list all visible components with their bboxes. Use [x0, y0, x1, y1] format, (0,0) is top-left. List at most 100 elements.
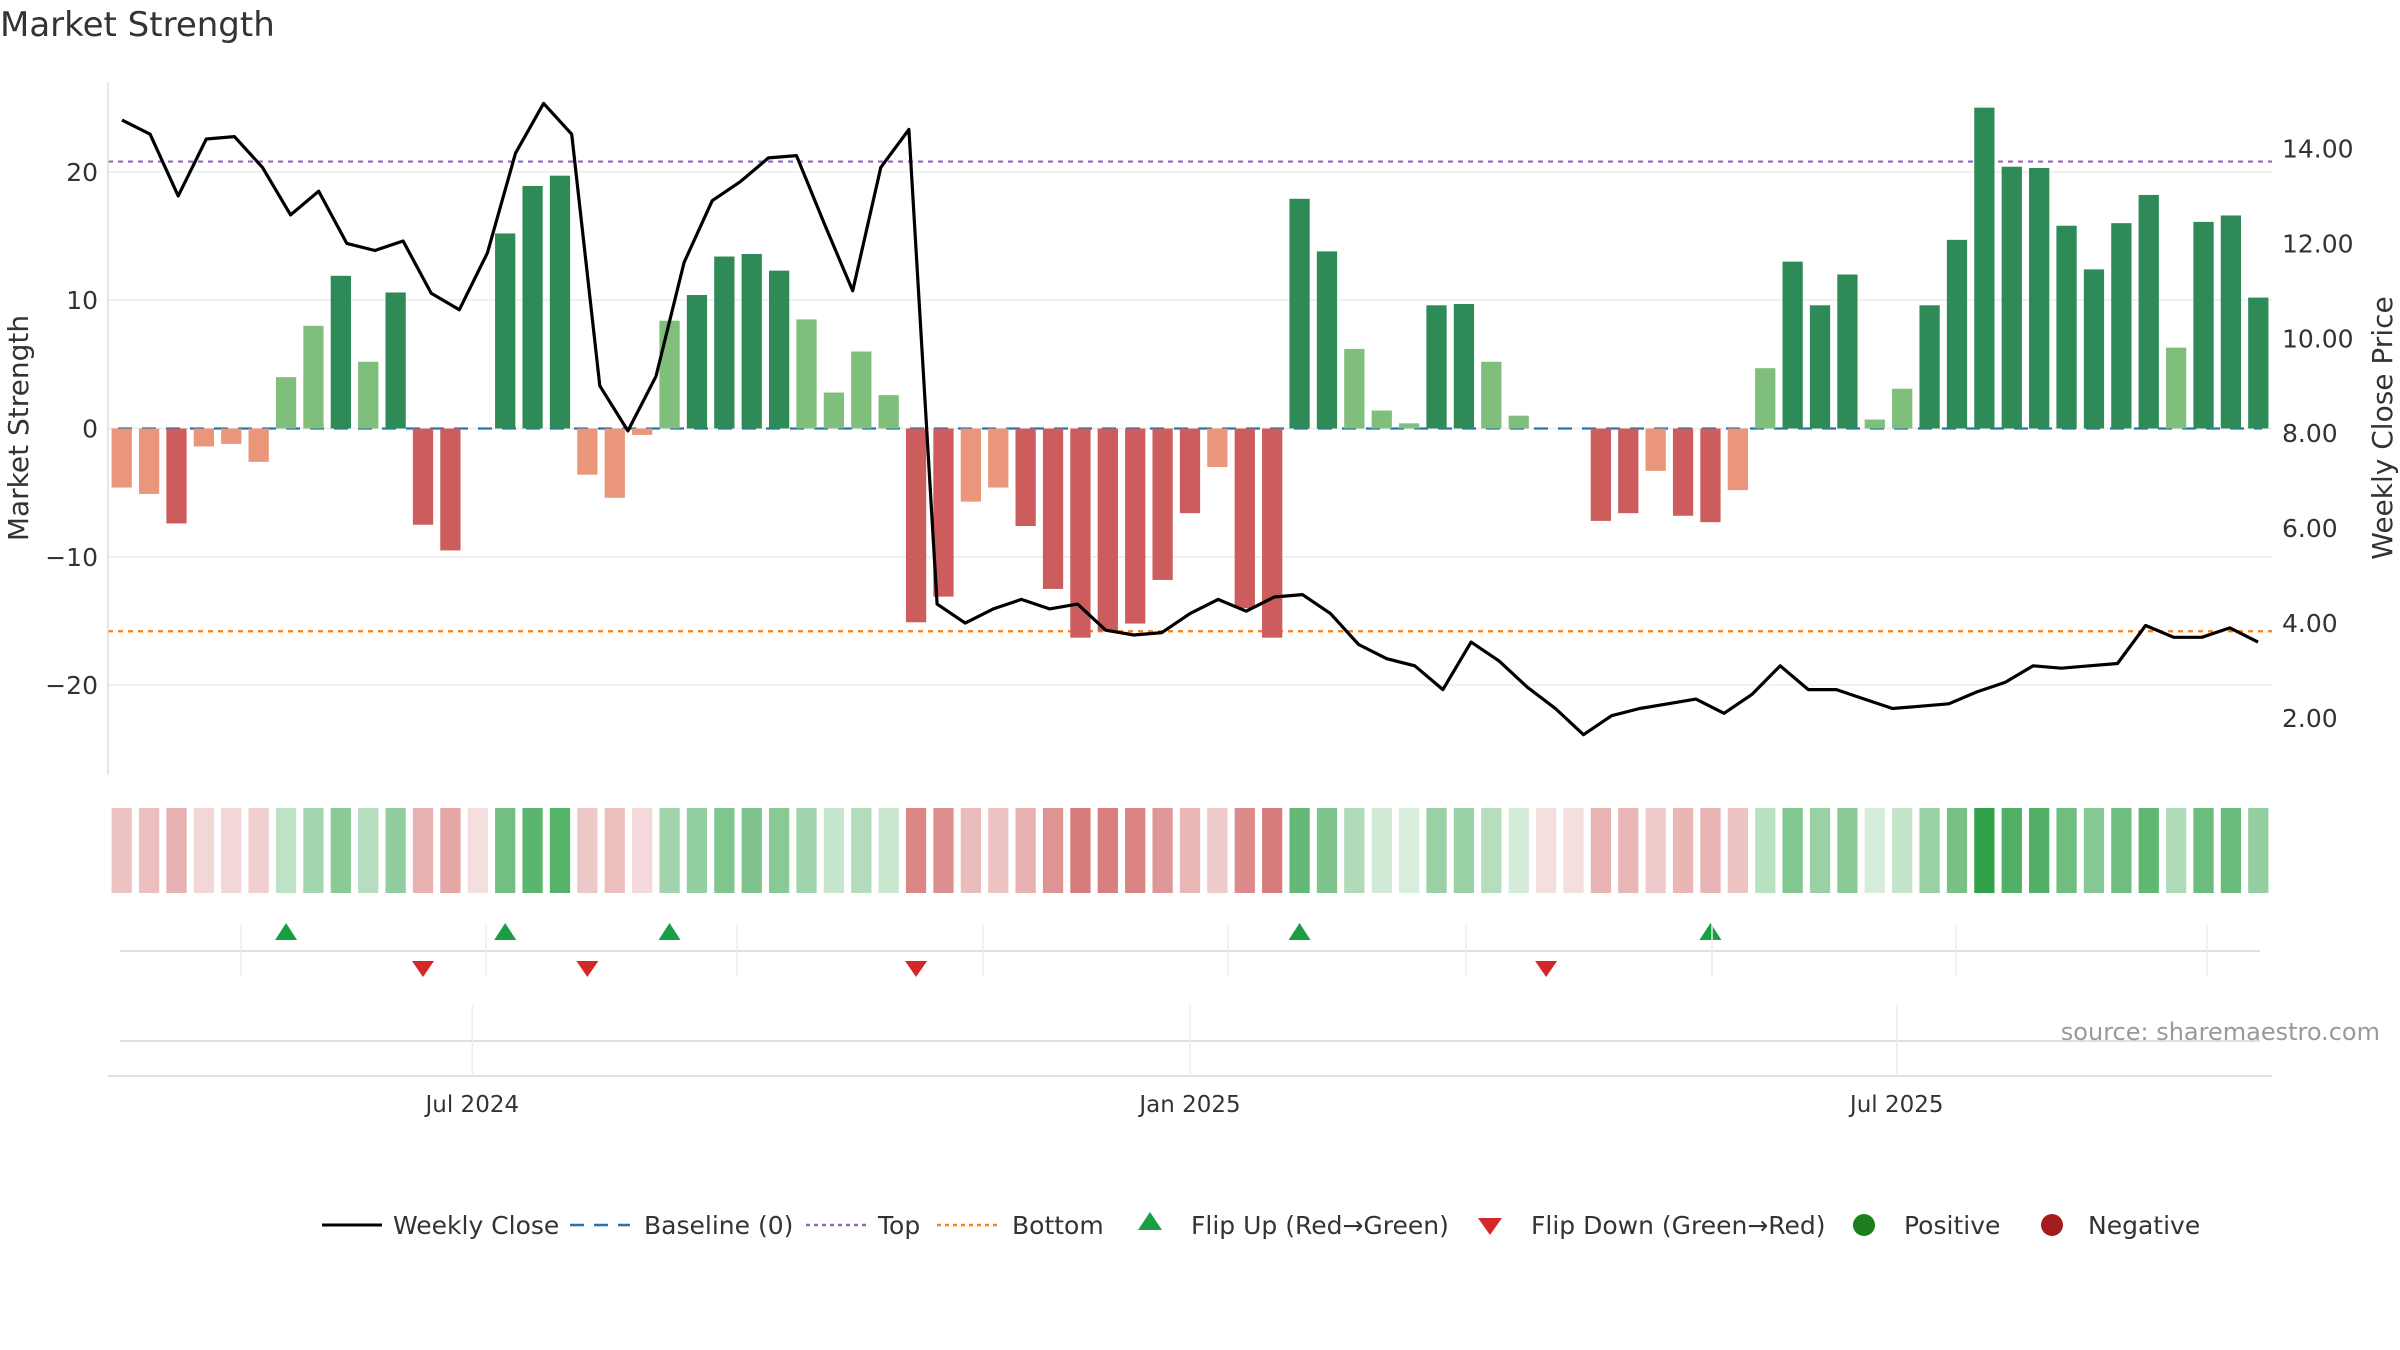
legend-item-negative: Negative — [2041, 1211, 2200, 1240]
triangle-down-icon — [1478, 1218, 1502, 1235]
heat-cell — [1618, 808, 1639, 893]
strength-bar — [1207, 428, 1228, 467]
strength-bar — [1946, 239, 1968, 429]
heat-cell — [632, 808, 653, 893]
heat-cell — [714, 808, 735, 893]
flip-down-marker — [1535, 961, 1558, 977]
strength-bar — [358, 361, 379, 429]
legend-label: Flip Up (Red→Green) — [1191, 1211, 1449, 1240]
strength-bar — [1399, 423, 1420, 429]
heat-cell — [1125, 808, 1146, 893]
heat-cell — [1892, 808, 1913, 893]
heat-cell — [1535, 808, 1557, 893]
strength-bar — [905, 428, 927, 623]
flip-up-marker — [494, 923, 517, 940]
circle-green-icon — [1853, 1214, 1875, 1236]
strength-bar — [1262, 428, 1283, 638]
circle-red-icon — [2041, 1214, 2063, 1236]
heat-cell — [522, 808, 543, 893]
triangle-up-icon — [1138, 1212, 1162, 1230]
strength-bar — [1015, 428, 1036, 527]
strength-bar — [1344, 348, 1365, 429]
heat-cell — [905, 808, 927, 893]
strength-bar — [1892, 388, 1913, 429]
flip-up-marker — [275, 923, 298, 940]
strength-bar — [1070, 428, 1091, 638]
strength-bar — [933, 428, 954, 597]
strength-bar — [988, 428, 1009, 488]
legend-item-flip-down: Flip Down (Green→Red) — [1478, 1211, 1826, 1240]
heat-cell — [1152, 808, 1173, 893]
legend-item-weekly-close: Weekly Close — [322, 1211, 559, 1240]
heat-cell — [440, 808, 461, 893]
strength-bar — [495, 233, 516, 429]
flip-markers — [120, 923, 2260, 977]
heat-cell — [221, 808, 242, 893]
heat-cell — [1289, 808, 1310, 893]
heat-cell — [1070, 808, 1091, 893]
heat-cell — [1864, 808, 1885, 893]
x-tick-label: Jul 2025 — [1848, 1092, 1944, 1118]
heat-cell — [495, 808, 516, 893]
strength-bar — [796, 319, 817, 429]
heat-cell — [1974, 808, 1995, 893]
heat-cell — [988, 808, 1009, 893]
strength-bar — [2056, 225, 2077, 429]
strength-bar — [1782, 261, 1803, 429]
heat-cell — [385, 808, 406, 893]
legend-item-top: Top — [806, 1211, 920, 1240]
heat-cell — [1782, 808, 1803, 893]
legend-label: Positive — [1904, 1211, 2000, 1240]
axes: 20 10 0 −10 −20 14.00 12.00 10.00 8.00 6.00 4.00 2.… — [45, 82, 2354, 775]
heat-cell — [303, 808, 324, 893]
heat-cell — [1563, 808, 1584, 893]
strength-bar — [768, 270, 790, 429]
heat-cell — [1755, 808, 1776, 893]
strength-bar — [659, 320, 680, 429]
strength-bar — [686, 295, 708, 429]
y-left-tick-label: 0 — [82, 415, 98, 444]
y-axis-right-title: Weekly Close Price — [2366, 296, 2399, 559]
heat-cell — [659, 808, 680, 893]
source-credit: source: sharemaestro.com — [2061, 1018, 2380, 1046]
heat-cell — [577, 808, 598, 893]
strength-bar — [2248, 297, 2269, 429]
strength-bar — [248, 428, 269, 462]
strength-bar — [1672, 428, 1694, 516]
strength-bar — [2001, 166, 2022, 429]
flip-up-marker — [1288, 923, 1311, 940]
y-axis-left-title: Market Strength — [2, 315, 35, 541]
strength-bar — [1755, 368, 1776, 429]
legend-item-bottom: Bottom — [937, 1211, 1104, 1240]
heat-cell — [1946, 808, 1968, 893]
heat-cell — [1700, 808, 1721, 893]
heat-cell — [111, 808, 132, 893]
strength-bar — [412, 428, 434, 525]
heat-cell — [604, 808, 625, 893]
heat-cell — [796, 808, 817, 893]
flip-down-marker — [905, 961, 928, 977]
strength-bar — [1727, 428, 1748, 491]
strength-bar — [440, 428, 461, 551]
strength-bar — [1809, 305, 1831, 429]
strength-bar — [1974, 107, 1995, 429]
strength-bar — [138, 428, 160, 494]
strength-bar — [275, 377, 297, 429]
strength-bar — [111, 428, 132, 488]
legend-item-positive: Positive — [1853, 1211, 2000, 1240]
strength-bar — [2193, 221, 2214, 429]
flip-down-marker — [576, 961, 599, 977]
heat-cell — [166, 808, 187, 893]
heat-cell — [1809, 808, 1831, 893]
strength-bar — [823, 392, 845, 429]
y-left-tick-label: −10 — [45, 543, 98, 572]
strength-bar — [1508, 415, 1529, 429]
strength-bar — [2220, 215, 2242, 429]
heat-cell — [412, 808, 434, 893]
heat-cell — [1481, 808, 1502, 893]
strength-bar — [549, 175, 571, 429]
strength-bar — [1042, 428, 1064, 589]
time-axis: Jul 2024 Jan 2025 Jul 2025 — [108, 1005, 2272, 1118]
heat-cell — [1672, 808, 1694, 893]
heat-cell — [1179, 808, 1201, 893]
